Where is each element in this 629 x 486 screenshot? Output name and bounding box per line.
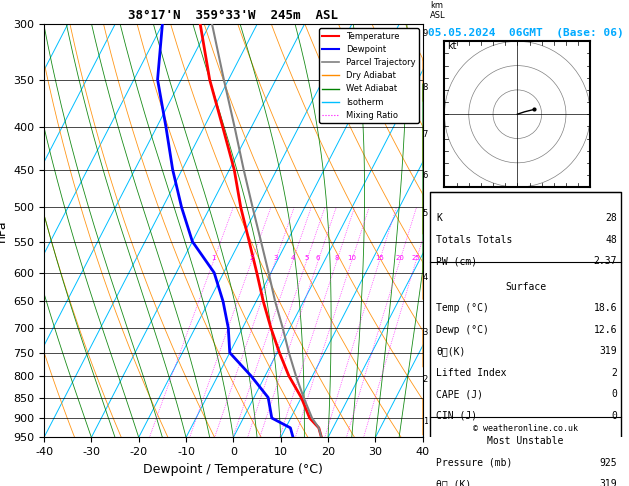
Text: 48: 48: [605, 235, 617, 244]
Text: 5: 5: [304, 255, 309, 260]
X-axis label: Dewpoint / Temperature (°C): Dewpoint / Temperature (°C): [143, 463, 323, 476]
Text: 2: 2: [423, 375, 428, 384]
Text: 925: 925: [599, 458, 617, 468]
Text: θᴄ(K): θᴄ(K): [437, 346, 465, 356]
Text: Lifted Index: Lifted Index: [437, 368, 507, 378]
Y-axis label: hPa: hPa: [0, 220, 8, 242]
Text: 2: 2: [250, 255, 254, 260]
Text: 1LCL: 1LCL: [423, 417, 443, 426]
Text: 3: 3: [423, 328, 428, 336]
Text: 2: 2: [611, 368, 617, 378]
Text: Most Unstable: Most Unstable: [487, 436, 564, 447]
Text: 10: 10: [347, 255, 356, 260]
Text: CAPE (J): CAPE (J): [437, 389, 483, 399]
Text: 319: 319: [599, 480, 617, 486]
Text: 0: 0: [611, 411, 617, 421]
Text: 319: 319: [599, 346, 617, 356]
Text: 9: 9: [423, 29, 428, 38]
Text: 4: 4: [291, 255, 295, 260]
Text: PW (cm): PW (cm): [437, 256, 477, 266]
Text: 2.37: 2.37: [593, 256, 617, 266]
Text: 28: 28: [605, 213, 617, 223]
Text: Temp (°C): Temp (°C): [437, 303, 489, 313]
Text: © weatheronline.co.uk: © weatheronline.co.uk: [473, 424, 578, 434]
Text: 05.05.2024  06GMT  (Base: 06): 05.05.2024 06GMT (Base: 06): [428, 29, 623, 38]
Text: 4: 4: [423, 273, 428, 282]
Text: Dewp (°C): Dewp (°C): [437, 325, 489, 335]
Text: 6: 6: [316, 255, 321, 260]
Text: θᴄ (K): θᴄ (K): [437, 480, 472, 486]
Text: 5: 5: [423, 208, 428, 218]
Text: 0: 0: [611, 389, 617, 399]
Text: 15: 15: [375, 255, 384, 260]
Text: 1: 1: [211, 255, 216, 260]
Text: Totals Totals: Totals Totals: [437, 235, 513, 244]
Text: Mixing Ratio (g/kg): Mixing Ratio (g/kg): [453, 185, 463, 277]
Text: 6: 6: [423, 172, 428, 180]
Text: 7: 7: [423, 130, 428, 139]
Text: 3: 3: [273, 255, 278, 260]
Text: 12.6: 12.6: [593, 325, 617, 335]
Text: Surface: Surface: [505, 282, 546, 292]
Title: 38°17'N  359°33'W  245m  ASL: 38°17'N 359°33'W 245m ASL: [128, 9, 338, 22]
Text: K: K: [437, 213, 442, 223]
Legend: Temperature, Dewpoint, Parcel Trajectory, Dry Adiabat, Wet Adiabat, Isotherm, Mi: Temperature, Dewpoint, Parcel Trajectory…: [319, 29, 418, 123]
Text: 25: 25: [412, 255, 420, 260]
Text: km
ASL: km ASL: [430, 1, 446, 20]
Text: kt: kt: [447, 41, 457, 51]
Text: 20: 20: [396, 255, 404, 260]
Text: 8: 8: [423, 83, 428, 92]
Text: 18.6: 18.6: [593, 303, 617, 313]
Text: CIN (J): CIN (J): [437, 411, 477, 421]
Text: Pressure (mb): Pressure (mb): [437, 458, 513, 468]
Text: 8: 8: [335, 255, 339, 260]
